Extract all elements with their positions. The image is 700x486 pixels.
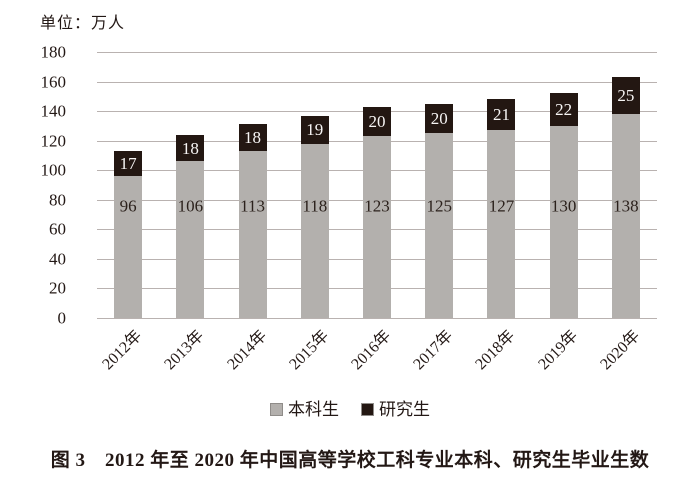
y-tick-label-40: 40 xyxy=(49,249,66,269)
bar-segment-undergraduate xyxy=(238,151,267,318)
undergraduate-value-label: 125 xyxy=(426,196,452,216)
bar-segment-graduate: 19 xyxy=(300,115,329,144)
undergraduate-value-label: 106 xyxy=(177,196,204,216)
bar-column-2016年: 20 xyxy=(363,106,391,318)
x-tick-label: 2013年 xyxy=(161,327,208,374)
bar-column-2015年: 19 xyxy=(300,115,329,318)
bar-segment-undergraduate xyxy=(176,161,205,318)
legend: 本科生 研究生 xyxy=(0,401,700,418)
undergraduate-value-label: 118 xyxy=(302,196,328,216)
legend-item-undergraduate: 本科生 xyxy=(270,401,339,418)
undergraduate-value-label: 127 xyxy=(488,196,515,216)
x-tick-label: 2012年 xyxy=(99,327,146,374)
bar-segment-undergraduate xyxy=(611,114,640,318)
plot-area: 17 96 18 106 18 113 19 118 20 123 20 125 21 127 22 130 2… xyxy=(97,52,657,319)
y-tick-label-100: 100 xyxy=(40,160,67,180)
legend-label-graduate: 研究生 xyxy=(379,400,430,419)
bar-segment-graduate: 18 xyxy=(238,124,267,152)
y-tick-label-180: 180 xyxy=(40,42,67,62)
bar-column-2017年: 20 xyxy=(425,103,454,318)
unit-label: 单位：万人 xyxy=(40,15,126,32)
grid-line-0 xyxy=(97,318,657,319)
y-tick-label-20: 20 xyxy=(49,278,66,298)
undergraduate-value-label: 123 xyxy=(364,196,390,216)
bar-segment-graduate: 18 xyxy=(176,134,205,162)
x-tick-label: 2020年 xyxy=(597,327,644,374)
y-tick-label-140: 140 xyxy=(40,101,67,121)
bar-column-2018年: 21 xyxy=(487,99,516,318)
bar-segment-graduate: 25 xyxy=(611,77,640,115)
bar-segment-graduate: 20 xyxy=(425,103,454,134)
bar-segment-undergraduate xyxy=(549,125,578,318)
bar-segment-undergraduate xyxy=(425,133,454,318)
x-tick-label: 2014年 xyxy=(223,327,270,374)
bar-column-2013年: 18 xyxy=(176,134,205,318)
x-tick-label: 2015年 xyxy=(286,327,333,374)
bar-segment-graduate: 22 xyxy=(549,93,578,126)
x-tick-label: 2016年 xyxy=(348,327,395,374)
x-tick-label: 2019年 xyxy=(534,327,581,374)
undergraduate-value-label: 130 xyxy=(550,196,577,216)
x-axis: 2012年 2013年 2014年 2015年 2016年 2017年 2018年 2019年… xyxy=(97,320,657,390)
figure-caption: 图 3 2012 年至 2020 年中国高等学校工科专业本科、研究生毕业生数 xyxy=(50,450,650,471)
grid-line-180 xyxy=(97,52,657,53)
undergraduate-value-label: 113 xyxy=(240,196,265,216)
bar-column-2019年: 22 xyxy=(549,93,578,318)
bar-segment-graduate: 17 xyxy=(114,151,143,177)
legend-swatch-undergraduate xyxy=(270,403,283,416)
bar-column-2012年: 17 xyxy=(114,151,143,318)
bar-segment-undergraduate xyxy=(300,143,329,318)
legend-label-undergraduate: 本科生 xyxy=(288,400,339,419)
y-tick-label-120: 120 xyxy=(40,131,67,151)
bar-segment-undergraduate xyxy=(114,176,143,318)
bar-column-2020年: 25 xyxy=(611,77,640,318)
y-tick-label-60: 60 xyxy=(49,219,66,239)
y-tick-label-80: 80 xyxy=(49,190,66,210)
undergraduate-value-label: 96 xyxy=(119,196,137,216)
y-axis: 0 20 40 60 80 100 120 140 160 180 xyxy=(0,44,82,327)
x-tick-label: 2018年 xyxy=(472,327,519,374)
grid-line-160 xyxy=(97,81,657,83)
legend-item-graduate: 研究生 xyxy=(361,401,430,418)
bar-segment-graduate: 21 xyxy=(487,99,516,131)
bar-column-2014年: 18 xyxy=(238,124,267,318)
y-tick-label-160: 160 xyxy=(40,72,67,92)
legend-swatch-graduate xyxy=(361,403,374,416)
bar-segment-graduate: 20 xyxy=(363,106,391,137)
undergraduate-value-label: 138 xyxy=(613,196,639,216)
x-tick-label: 2017年 xyxy=(410,327,457,374)
y-tick-label-0: 0 xyxy=(57,308,67,328)
bar-segment-undergraduate xyxy=(487,130,516,318)
bar-segment-undergraduate xyxy=(363,136,391,318)
